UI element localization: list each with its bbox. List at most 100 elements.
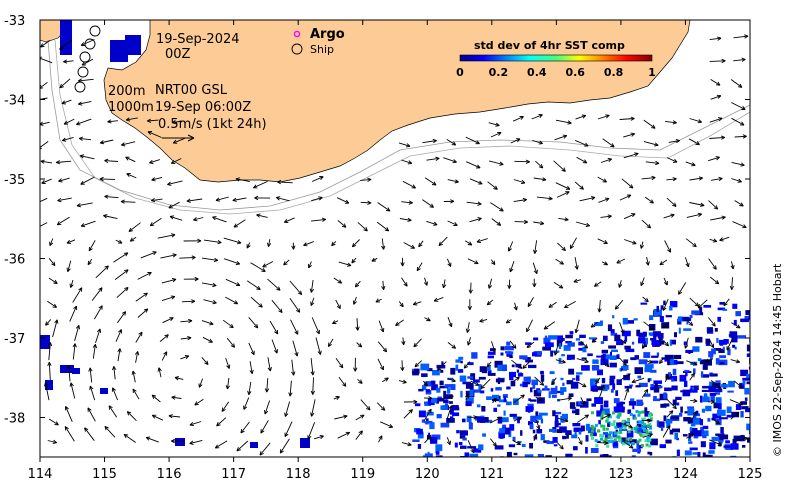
sst-pixel <box>702 434 707 439</box>
current-vector <box>88 367 93 383</box>
sst-pixel <box>638 432 642 436</box>
sst-pixel <box>748 313 750 319</box>
sst-pixel <box>516 369 519 373</box>
current-vector <box>259 442 271 456</box>
current-vector <box>123 433 136 443</box>
sst-pixel <box>608 421 611 424</box>
sst-pixel <box>707 418 711 422</box>
sst-pixel <box>649 315 654 321</box>
sst-pixel <box>455 364 459 371</box>
sst-pixel <box>658 385 663 389</box>
sst-pixel <box>744 387 750 395</box>
sst-pixel <box>653 334 657 342</box>
sst-pixel <box>466 415 472 423</box>
current-vector <box>659 357 665 364</box>
current-vector <box>709 439 723 446</box>
current-vector <box>731 117 745 126</box>
current-vector <box>704 358 714 363</box>
current-vector <box>631 377 645 384</box>
sst-pixel <box>645 443 649 447</box>
current-vector <box>170 438 185 444</box>
sst-pixel <box>540 418 544 424</box>
current-vector <box>685 161 696 167</box>
sst-pixel <box>590 384 597 392</box>
sst-pixel <box>556 390 564 394</box>
sst-pixel <box>636 441 639 449</box>
sst-pixel <box>646 424 650 428</box>
sst-pixel <box>609 375 616 379</box>
current-vector <box>48 277 58 284</box>
current-vector <box>532 139 543 145</box>
current-vector <box>103 214 118 220</box>
sst-pixel <box>689 315 693 319</box>
current-vector <box>151 414 164 421</box>
sst-pixel <box>649 452 653 456</box>
sst-pixel <box>502 424 507 429</box>
current-vector <box>662 425 671 438</box>
sst-pixel <box>660 305 664 310</box>
sst-pixel <box>701 389 709 392</box>
sst-pixel <box>635 385 641 388</box>
current-vector <box>235 177 250 183</box>
sst-pixel <box>488 369 492 375</box>
current-vector <box>88 240 96 252</box>
sst-pixel <box>612 420 616 424</box>
sst-pixel <box>462 437 467 441</box>
sst-pixel <box>659 444 666 449</box>
sst-pixel <box>693 434 699 439</box>
valid-time-label: 19-Sep 06:00Z <box>155 100 251 115</box>
current-vector <box>416 262 423 272</box>
current-vector <box>574 257 579 270</box>
current-vector <box>514 219 529 225</box>
sst-pixel <box>565 453 573 457</box>
current-vector <box>157 367 162 378</box>
sst-pixel <box>559 426 567 433</box>
colorbar-tick-label: 0.8 <box>604 66 624 79</box>
sst-pixel <box>440 369 444 373</box>
sst-pixel <box>693 368 696 374</box>
current-vector <box>422 138 437 144</box>
current-vector <box>689 118 703 124</box>
sst-pixel <box>716 337 719 343</box>
sst-pixel <box>460 445 467 449</box>
current-vector <box>78 136 92 141</box>
credit-label: © IMOS 22-Sep-2024 14:45 Hobart <box>771 263 784 457</box>
current-vector <box>283 259 290 266</box>
sst-pixel <box>542 346 551 351</box>
sst-pixel <box>585 447 588 454</box>
sst-pixel <box>506 386 511 390</box>
current-vector <box>619 422 633 429</box>
current-vector <box>193 217 204 222</box>
sst-pixel <box>602 424 606 428</box>
current-vector <box>104 194 119 199</box>
current-vector <box>686 433 694 439</box>
current-vector <box>447 220 458 226</box>
sst-pixel <box>570 381 579 389</box>
sst-pixel <box>610 329 615 336</box>
current-vector <box>730 261 735 270</box>
sst-pixel <box>730 455 737 457</box>
sst-pixel <box>603 335 608 341</box>
sst-pixel <box>487 372 496 376</box>
current-vector <box>580 340 589 349</box>
current-vector <box>355 430 363 440</box>
current-vector <box>43 382 50 401</box>
sst-pixel <box>587 353 593 357</box>
current-vector <box>59 78 71 89</box>
sst-pixel <box>588 337 597 340</box>
current-vector <box>642 433 653 438</box>
sst-pixel <box>711 418 716 421</box>
sst-pixel <box>638 332 646 338</box>
sst-pixel <box>569 402 576 409</box>
sst-pixel <box>669 429 674 435</box>
sst-pixel <box>656 420 660 427</box>
current-vector <box>401 277 408 287</box>
sst-pixel <box>431 397 437 403</box>
sst-pixel <box>477 448 482 453</box>
sst-pixel <box>642 422 646 426</box>
current-vector <box>490 259 496 265</box>
sst-pixel <box>715 397 722 405</box>
current-vector <box>532 278 537 288</box>
sst-pixel <box>513 452 518 456</box>
sst-pixel <box>705 338 710 345</box>
